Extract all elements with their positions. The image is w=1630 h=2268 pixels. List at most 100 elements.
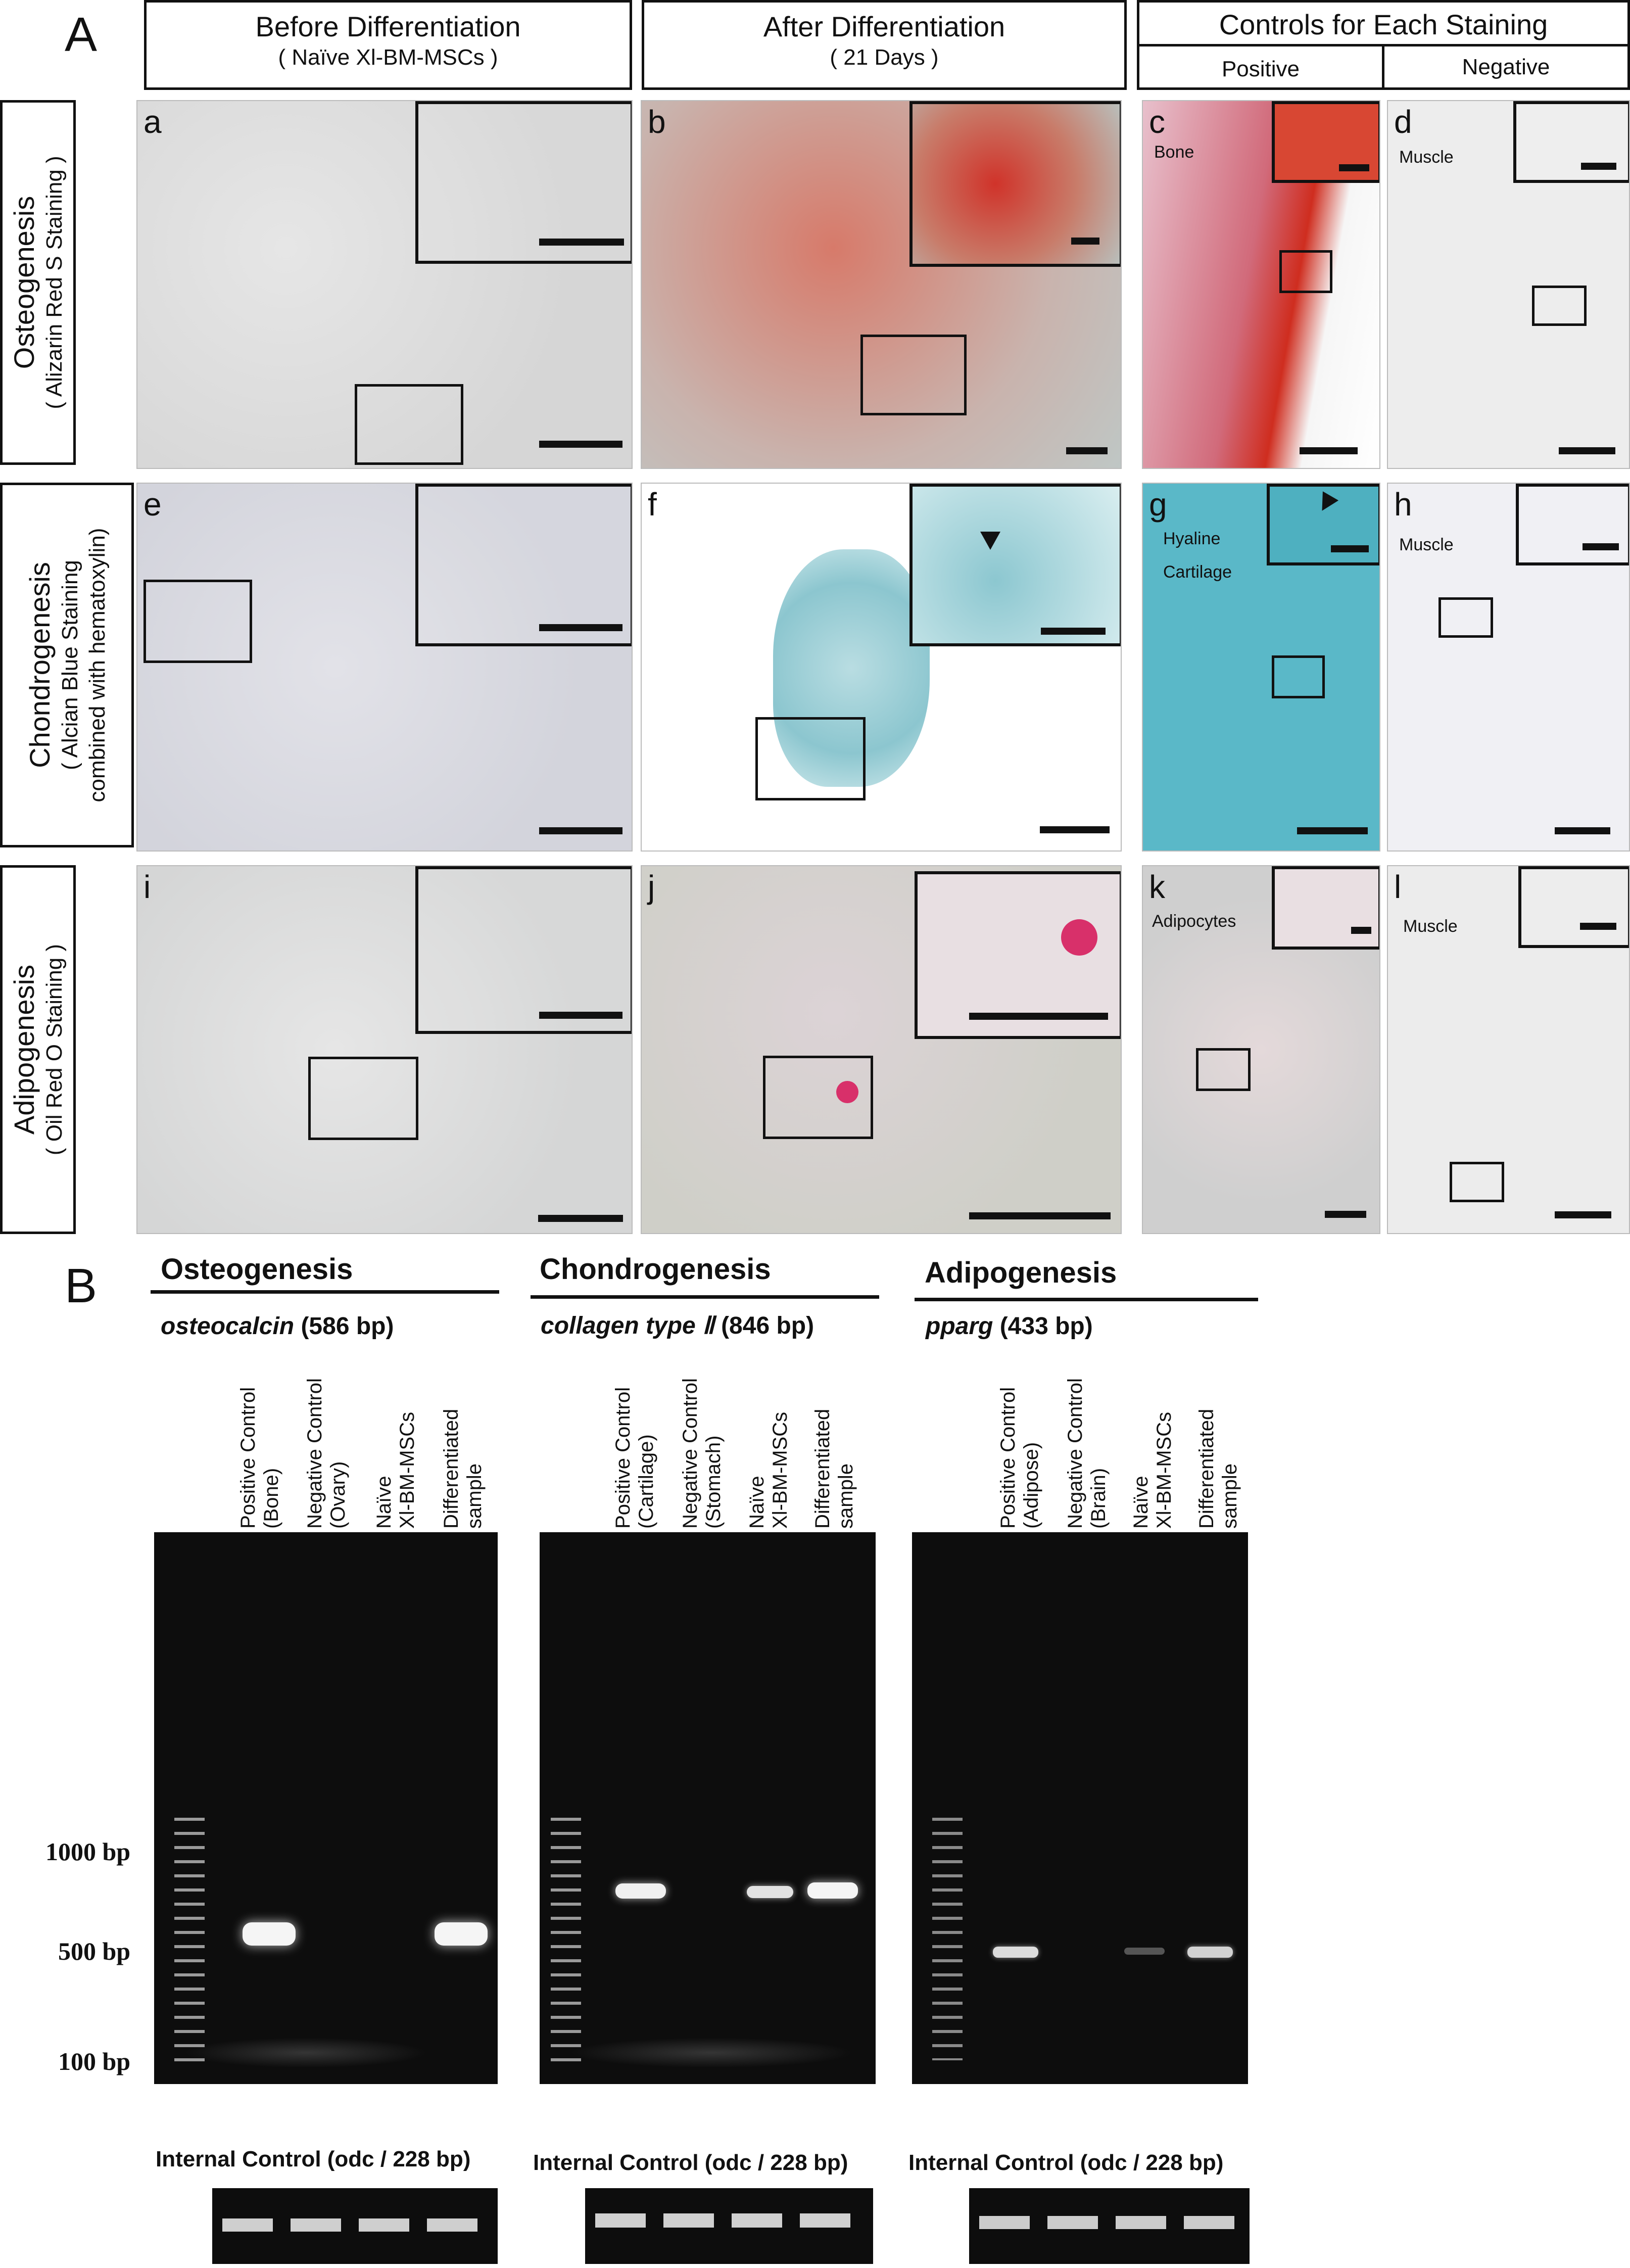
panel-letter-c: c: [1149, 104, 1165, 140]
panel-letter-f: f: [648, 486, 657, 523]
gel3-rule: [915, 1298, 1258, 1301]
figure-label-a: A: [65, 8, 98, 62]
gel3-lane-3: Naïve Xl-BM-MSCs: [1130, 1411, 1175, 1529]
roi-h: [1439, 597, 1493, 638]
panel-letter-g: g: [1149, 486, 1167, 523]
gel2-title: Chondrogenesis: [540, 1253, 771, 1286]
ladder-100bp: 100 bp: [58, 2047, 131, 2075]
scale-bar-b: [1066, 447, 1108, 454]
inset-e: [415, 484, 632, 646]
tissue-label-muscle-d: Muscle: [1399, 148, 1454, 167]
inset-scale-bar-k: [1351, 927, 1371, 934]
panel-letter-a: a: [143, 104, 162, 140]
gel3-band-naive: [1124, 1948, 1165, 1955]
panel-letter-i: i: [143, 869, 151, 905]
scale-bar-a: [539, 441, 622, 448]
gel1-image: [154, 1532, 498, 2084]
inset-h: [1516, 484, 1629, 565]
row-chondro-sub2: combined with hematoxylin): [84, 528, 110, 802]
inset-scale-bar-g: [1331, 545, 1369, 552]
gel1-band-positive: [243, 1922, 296, 1946]
header-before-sub: ( Naïve Xl-BM-MSCs ): [278, 45, 498, 70]
scale-bar-c: [1300, 447, 1358, 454]
header-controls-title: Controls for Each Staining: [1219, 9, 1548, 40]
inset-i: [415, 866, 632, 1034]
gel1-gene: osteocalcin (586 bp): [161, 1313, 394, 1340]
roi-i: [308, 1057, 418, 1140]
row-adipo-sub: ( Oil Red O Staining ): [42, 943, 67, 1156]
row-chondro-sub: ( Alcian Blue Staining: [57, 560, 82, 770]
roi-e: [143, 580, 252, 663]
gel2-odc-bands: [595, 2213, 863, 2228]
header-positive-label: Positive: [1221, 57, 1300, 81]
roi-c: [1279, 250, 1332, 293]
scale-bar-g: [1297, 827, 1368, 834]
gel2-primer-dimer: [570, 2038, 853, 2068]
row-osteo-sub: ( Alizarin Red S Staining ): [42, 156, 67, 409]
inset-scale-bar-d: [1581, 163, 1616, 170]
row-chondro-title: Chondrogenesis: [23, 562, 56, 768]
inset-scale-bar-h: [1583, 543, 1619, 550]
header-before: Before Differentiation ( Naïve Xl-BM-MSC…: [144, 0, 632, 90]
panel-c: c Bone: [1142, 100, 1380, 469]
gel1-rule: [151, 1290, 499, 1294]
gel2-lane-3: Naïve Xl-BM-MSCs: [746, 1411, 791, 1529]
header-after-sub: ( 21 Days ): [830, 45, 939, 70]
panel-letter-e: e: [143, 486, 162, 523]
gel1-internal-control: [212, 2188, 498, 2264]
gel3-title: Adipogenesis: [925, 1256, 1117, 1289]
inset-d: [1513, 101, 1629, 183]
panel-letter-h: h: [1394, 486, 1412, 523]
tissue-label-bone: Bone: [1154, 143, 1194, 162]
panel-g: g Hyaline Cartilage: [1142, 483, 1380, 852]
ladder-1000bp: 1000 bp: [45, 1837, 131, 1866]
gel3-lane-1: Positive Control (Adipose): [997, 1387, 1042, 1529]
tissue-label-muscle-h: Muscle: [1399, 535, 1454, 554]
inset-j: [915, 871, 1121, 1039]
panel-l: l Muscle: [1387, 865, 1630, 1234]
tissue-label-cartilage: Cartilage: [1163, 562, 1232, 582]
row-label-osteogenesis: Osteogenesis ( Alizarin Red S Staining ): [0, 100, 76, 465]
lipid-droplet-roi: [836, 1081, 858, 1103]
gel1-lane-1: Positive Control (Bone): [237, 1387, 282, 1529]
roi-a: [355, 384, 463, 465]
scale-bar-i: [538, 1215, 623, 1222]
inset-k: [1272, 866, 1379, 950]
panel-f: f: [641, 483, 1122, 852]
gel1-lane-3: Naïve Xl-BM-MSCs: [373, 1411, 418, 1529]
roi-f: [755, 717, 866, 800]
panel-e: e: [136, 483, 633, 852]
gel3-gene: pparg (433 bp): [926, 1313, 1093, 1340]
gel3-internal-control: [969, 2188, 1250, 2264]
gel2-gene: collagen type Ⅱ (846 bp): [541, 1312, 814, 1339]
gel2-band-naive: [747, 1886, 793, 1898]
gel2-band-differentiated: [807, 1882, 858, 1899]
gel3-odc-bands: [979, 2216, 1239, 2229]
gel2-band-positive: [615, 1883, 666, 1899]
gel1-lane-4: Differentiated sample: [440, 1408, 486, 1529]
inset-scale-bar-a: [539, 239, 624, 246]
gel1-odc-bands: [222, 2218, 488, 2232]
row-label-adipogenesis: Adipogenesis ( Oil Red O Staining ): [0, 865, 76, 1234]
header-controls: Controls for Each Staining: [1137, 0, 1630, 46]
gel2-internal-control: [585, 2188, 873, 2264]
gel3-lane-4: Differentiated sample: [1195, 1408, 1241, 1529]
gel2-lane-1: Positive Control (Cartilage): [612, 1387, 657, 1529]
inset-scale-bar-j: [969, 1013, 1108, 1020]
row-label-chondrogenesis: Chondrogenesis ( Alcian Blue Staining co…: [0, 483, 134, 847]
gel2-lane-4: Differentiated sample: [811, 1408, 857, 1529]
inset-l: [1518, 866, 1629, 948]
panel-letter-d: d: [1394, 104, 1412, 140]
panel-d: d Muscle: [1387, 100, 1630, 469]
roi-d: [1532, 286, 1587, 326]
inset-scale-bar-i: [539, 1012, 622, 1019]
lipid-droplet: [1061, 919, 1097, 956]
gel3-band-positive: [993, 1947, 1038, 1958]
row-osteo-title: Osteogenesis: [8, 196, 40, 369]
figure-label-b: B: [65, 1259, 98, 1313]
gel3-internal-control-label: Internal Control (odc / 228 bp): [908, 2150, 1224, 2175]
gel3-ladder: [932, 1818, 963, 2060]
header-negative: Negative: [1382, 44, 1630, 90]
scale-bar-e: [539, 827, 622, 834]
panel-letter-j: j: [648, 869, 655, 905]
